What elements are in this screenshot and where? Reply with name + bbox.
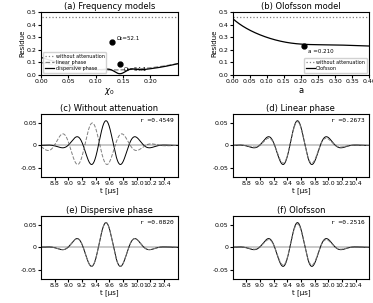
Text: r =0.2516: r =0.2516 [332,220,365,225]
without attenuation [63,15,68,18]
Olofsson [292,42,297,45]
linear phase [142,67,147,70]
without attenuation [266,15,270,18]
Line: dispersive phase: dispersive phase [41,58,178,74]
X-axis label: t [μs]: t [μs] [100,188,119,194]
dispersive phase [117,72,122,75]
Title: (b) Olofsson model: (b) Olofsson model [261,2,341,11]
Y-axis label: Residue: Residue [20,30,26,57]
Title: (e) Dispersive phase: (e) Dispersive phase [66,206,153,215]
X-axis label: t [μs]: t [μs] [292,289,310,296]
Legend: without attenuation, Olofsson: without attenuation, Olofsson [304,58,367,73]
Olofsson [367,44,372,48]
X-axis label: t [μs]: t [μs] [100,289,119,296]
without attenuation [39,15,44,18]
linear phase [176,62,180,65]
linear phase [74,66,79,70]
without attenuation [292,15,297,18]
dispersive phase [142,68,147,71]
dispersive phase [176,62,180,65]
linear phase [39,61,44,65]
linear phase [101,68,106,72]
Title: (f) Olofsson: (f) Olofsson [277,206,325,215]
linear phase [120,68,124,72]
Olofsson [333,43,338,47]
without attenuation [176,15,180,18]
Text: a =0.210: a =0.210 [308,49,333,55]
Legend: without attenuation, linear phase, dispersive phase: without attenuation, linear phase, dispe… [44,52,106,73]
without attenuation [142,15,146,18]
Olofsson [311,43,316,46]
Text: Ω₀=52.1: Ω₀=52.1 [116,36,140,41]
without attenuation [74,15,79,18]
without attenuation [367,15,372,18]
without attenuation [120,15,124,18]
dispersive phase [131,67,135,71]
Text: r =0.2673: r =0.2673 [332,118,365,123]
Olofsson [266,36,270,39]
linear phase [110,68,114,72]
Text: r =0.0820: r =0.0820 [140,220,174,225]
Title: (d) Linear phase: (d) Linear phase [266,104,335,113]
without attenuation [231,15,235,18]
linear phase [131,68,135,71]
linear phase [63,65,68,68]
dispersive phase [74,65,79,68]
dispersive phase [63,62,68,66]
X-axis label: a: a [298,85,304,95]
Line: Olofsson: Olofsson [233,19,369,46]
without attenuation [255,15,259,18]
dispersive phase [101,68,106,71]
X-axis label: t [μs]: t [μs] [292,188,310,194]
Title: (a) Frequency models: (a) Frequency models [64,2,155,11]
Text: Ω₀=54.1: Ω₀=54.1 [123,67,147,72]
Olofsson [322,43,326,47]
without attenuation [311,15,316,18]
Title: (c) Without attenuation: (c) Without attenuation [60,104,159,113]
Y-axis label: Residue: Residue [211,30,217,57]
without attenuation [322,15,326,18]
Olofsson [231,17,235,21]
Line: linear phase: linear phase [41,63,178,70]
without attenuation [130,15,135,18]
Olofsson [255,32,259,35]
X-axis label: $\chi_0$: $\chi_0$ [104,85,115,97]
without attenuation [101,15,106,18]
dispersive phase [120,72,124,75]
dispersive phase [39,56,44,59]
Text: r =0.4549: r =0.4549 [140,118,174,123]
without attenuation [333,15,338,18]
